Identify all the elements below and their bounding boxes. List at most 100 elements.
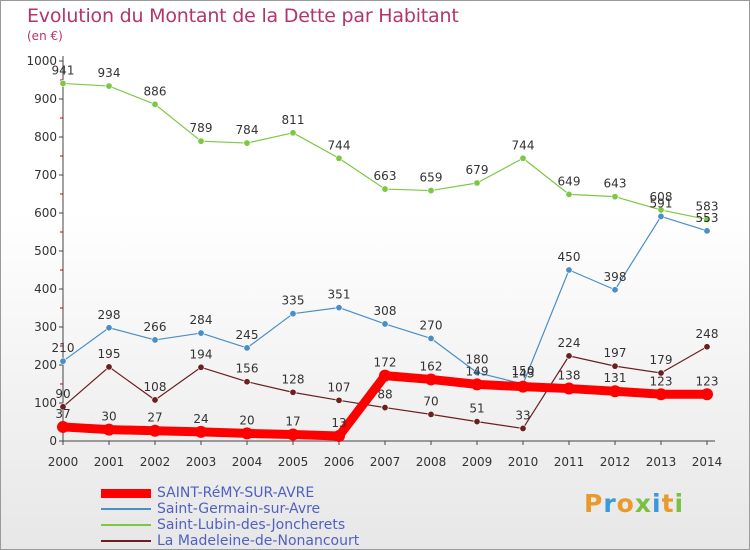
data-label: 123 [696,374,719,388]
data-point [657,369,665,377]
legend-swatch [101,524,151,526]
legend-label: SAINT-RéMY-SUR-AVRE [157,485,315,501]
data-point [565,190,573,198]
y-tick-label: 700 [34,168,57,182]
legend-label: Saint-Lubin-des-Joncherets [157,517,346,533]
data-point [381,185,389,193]
y-tick-label: 900 [34,92,57,106]
data-point [473,369,481,377]
logo-letter: o [616,489,635,518]
data-point [151,336,159,344]
data-point [105,324,113,332]
data-point [289,310,297,318]
data-label: 30 [101,410,116,424]
data-label: 149 [466,364,489,378]
x-tick-label: 2000 [48,455,79,469]
logo-letter: x [634,489,652,518]
data-label: 27 [147,411,162,425]
data-point [425,373,437,386]
data-point [335,396,343,404]
data-point [335,154,343,162]
data-label: 450 [558,250,581,264]
data-label: 88 [377,388,392,402]
data-point [381,320,389,328]
x-tick-label: 2004 [232,455,263,469]
data-label: 180 [466,353,489,367]
data-point [151,100,159,108]
data-point [197,137,205,145]
data-point [611,362,619,370]
data-point [655,388,667,401]
logo-letter: t [661,489,675,518]
chart-subtitle: (en €) [27,29,63,43]
data-label: 744 [328,138,351,152]
x-tick-label: 2005 [278,455,309,469]
data-point [57,420,69,433]
chart-title: Evolution du Montant de la Dette par Hab… [27,5,459,27]
y-tick-label: 500 [34,244,57,258]
data-point [703,343,711,351]
data-point [243,344,251,352]
data-label: 591 [650,196,673,210]
data-label: 659 [420,171,443,185]
data-label: 224 [558,336,581,350]
data-point [333,430,345,443]
data-label: 351 [328,288,351,302]
y-tick-label: 100 [34,396,57,410]
data-point [427,187,435,195]
data-label: 649 [558,174,581,188]
data-label: 194 [190,347,213,361]
data-point [379,369,391,382]
data-label: 17 [285,415,300,429]
data-point [197,329,205,337]
data-point [565,352,573,360]
y-tick-label: 400 [34,282,57,296]
data-point [427,334,435,342]
data-point [105,82,113,90]
data-point [59,357,67,365]
data-label: 643 [604,177,627,191]
data-label: 70 [423,394,438,408]
data-point [289,129,297,137]
data-label: 934 [98,66,121,80]
y-tick-label: 0 [49,434,57,448]
data-label: 679 [466,163,489,177]
data-point [381,404,389,412]
data-label: 811 [282,113,305,127]
data-point [427,410,435,418]
data-label: 20 [239,413,254,427]
data-label: 398 [604,270,627,284]
proxiti-logo: Proxiti [584,489,684,518]
data-point [473,418,481,426]
data-label: 210 [52,341,75,355]
data-point [103,423,115,436]
legend-label: Saint-Germain-sur-Avre [157,501,321,517]
logo-letter: P [584,489,604,518]
data-point [657,212,665,220]
data-point [611,193,619,201]
data-label: 663 [374,169,397,183]
data-point [471,378,483,391]
x-tick-label: 2013 [646,455,677,469]
data-label: 608 [650,190,673,204]
y-tick-label: 800 [34,130,57,144]
data-label: 744 [512,138,535,152]
x-tick-label: 2006 [324,455,355,469]
x-tick-label: 2012 [600,455,631,469]
data-label: 789 [190,121,213,135]
data-label: 335 [282,294,305,308]
legend-label: La Madeleine-de-Nonancourt [157,533,360,549]
data-label: 553 [696,211,719,225]
series-line [62,82,708,221]
data-label: 51 [469,402,484,416]
x-tick-label: 2008 [416,455,447,469]
data-label: 284 [190,313,213,327]
data-label: 156 [236,362,259,376]
data-label: 172 [374,356,397,370]
data-label: 195 [98,347,121,361]
data-label: 941 [52,63,75,77]
data-point [565,266,573,274]
y-tick-label: 600 [34,206,57,220]
data-point [519,154,527,162]
